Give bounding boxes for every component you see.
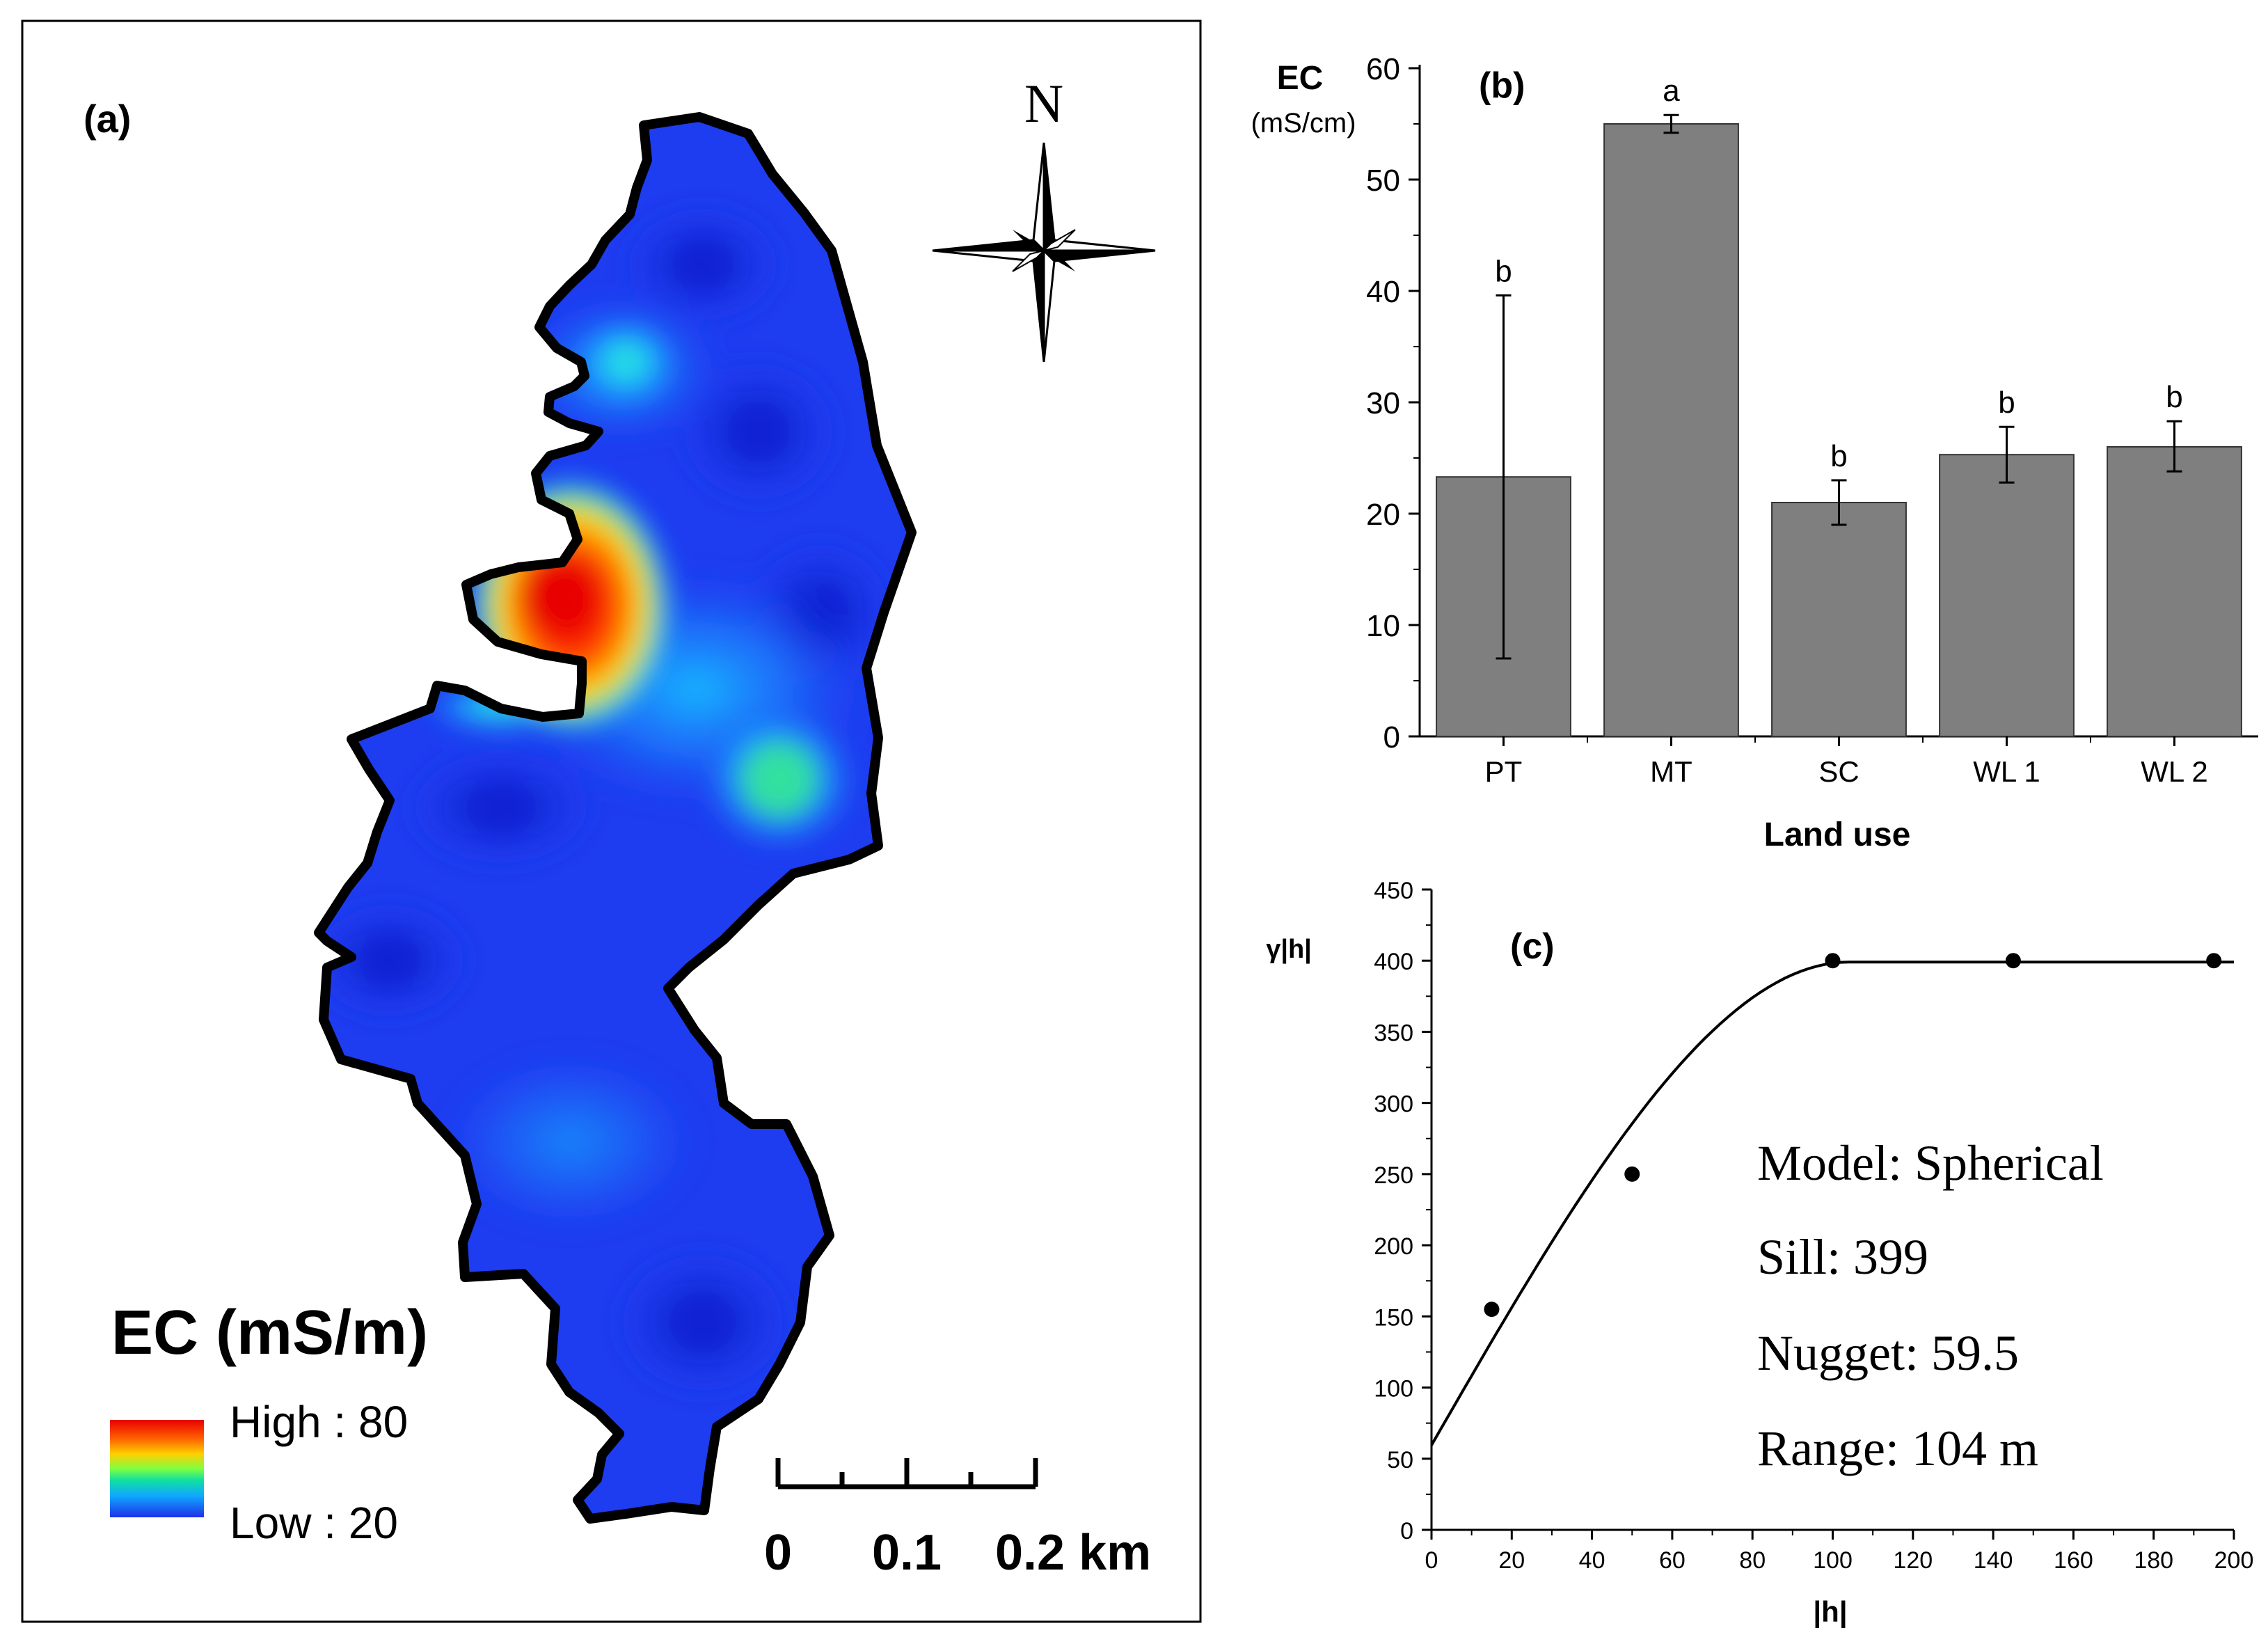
panel-c-ytick-label: 350	[1374, 1020, 1413, 1046]
north-label: N	[1024, 73, 1063, 134]
panel-b-xtick-label: WL 2	[2141, 755, 2207, 788]
panel-c-xtick-label: 100	[1813, 1547, 1853, 1574]
legend-low-label: Low : 20	[230, 1498, 398, 1548]
semivariance-point	[1484, 1302, 1500, 1318]
bar-wl1	[1939, 454, 2075, 737]
panel-b-ytick-label: 60	[1366, 52, 1400, 86]
panel-c-xtick-label: 140	[1974, 1547, 2013, 1574]
panel-c-xlabel: |h|	[1813, 1595, 1847, 1629]
panel-c-ytick-label: 100	[1374, 1376, 1413, 1402]
panel-c-ytick-label: 450	[1374, 878, 1413, 904]
panel-b-label: (b)	[1479, 65, 1525, 106]
significance-letter: b	[1495, 254, 1512, 288]
panel-c-xtick-label: 20	[1498, 1547, 1525, 1574]
panel-c-label: (c)	[1510, 926, 1555, 967]
panel-b-ylabel-unit: (mS/cm)	[1251, 108, 1356, 139]
panel-c-ylabel: γ|h|	[1266, 935, 1312, 964]
panel-c-annotation-model: Model: Spherical	[1757, 1135, 2104, 1191]
panel-c-xtick-label: 40	[1579, 1547, 1605, 1574]
panel-c-ytick-label: 150	[1374, 1304, 1413, 1331]
significance-letter: b	[1998, 386, 2015, 420]
panel-c-xtick-label: 180	[2134, 1547, 2173, 1574]
semivariance-point	[2005, 953, 2021, 969]
scale-label-0: 0	[764, 1525, 792, 1581]
north-arrow-icon	[932, 142, 1156, 363]
panel-a-label: (a)	[84, 97, 131, 141]
panel-c-xtick-label: 200	[2214, 1547, 2254, 1574]
bar-sc	[1771, 502, 1907, 737]
panel-b-xtick-label: MT	[1650, 755, 1692, 788]
panel-a-map: (a) N EC (mS/m) High : 80 Low : 20 0 0.1…	[21, 19, 1202, 1623]
semivariance-point	[1624, 1166, 1640, 1182]
panel-c-annotation-sill: Sill: 399	[1757, 1229, 1928, 1285]
scale-label-2: 0.2 km	[995, 1525, 1151, 1581]
panel-c-xtick-label: 60	[1659, 1547, 1686, 1574]
panel-b-ytick-label: 20	[1366, 498, 1400, 532]
panel-c-ytick-label: 0	[1400, 1518, 1413, 1544]
panel-c-ytick-label: 50	[1387, 1447, 1413, 1473]
panel-b-xtick-label: WL 1	[1973, 755, 2040, 788]
panel-b-ytick-label: 10	[1366, 609, 1400, 643]
panel-b-ylabel: EC	[1277, 60, 1324, 97]
panel-b-ytick-label: 50	[1366, 164, 1400, 198]
panel-c-xtick-label: 0	[1425, 1547, 1438, 1574]
panel-b-ytick-label: 40	[1366, 275, 1400, 309]
legend-color-ramp	[110, 1420, 204, 1517]
panel-c-ytick-label: 400	[1374, 949, 1413, 975]
significance-letter: a	[1663, 74, 1680, 108]
panel-c-xtick-label: 80	[1739, 1547, 1766, 1574]
semivariance-point	[1825, 953, 1841, 969]
bar-wl2	[2107, 446, 2242, 737]
panel-c-annotation-range: Range: 104 m	[1757, 1421, 2038, 1476]
panel-c-ytick-label: 250	[1374, 1162, 1413, 1189]
panel-b-xlabel: Land use	[1764, 816, 1911, 853]
panel-c-ytick-label: 300	[1374, 1091, 1413, 1118]
legend-title: EC (mS/m)	[111, 1298, 428, 1368]
panel-c-xtick-label: 160	[2054, 1547, 2093, 1574]
bar-mt	[1603, 123, 1739, 737]
panel-c-xtick-label: 120	[1893, 1547, 1933, 1574]
significance-letter: b	[1830, 439, 1847, 473]
panel-c-ytick-label: 200	[1374, 1233, 1413, 1260]
panel-c-semivariogram: (c) γ|h| |h| Model: Spherical Sill: 399 …	[1266, 878, 2254, 1629]
panel-b-bar-chart: (b) EC (mS/cm) Land use 0 10 20 30 40 50 60 b PT…	[1251, 52, 2258, 853]
panel-b-ytick-label: 0	[1383, 720, 1400, 754]
scale-bar	[775, 1458, 1038, 1489]
scale-label-1: 0.1	[872, 1525, 942, 1581]
panel-c-annotation-nugget: Nugget: 59.5	[1757, 1325, 2019, 1381]
significance-letter: b	[2166, 380, 2182, 414]
legend-high-label: High : 80	[230, 1397, 408, 1447]
semivariance-point	[2206, 953, 2222, 969]
panel-b-ytick-label: 30	[1366, 386, 1400, 420]
panel-b-xtick-label: SC	[1818, 755, 1859, 788]
panel-b-xtick-label: PT	[1485, 755, 1523, 788]
